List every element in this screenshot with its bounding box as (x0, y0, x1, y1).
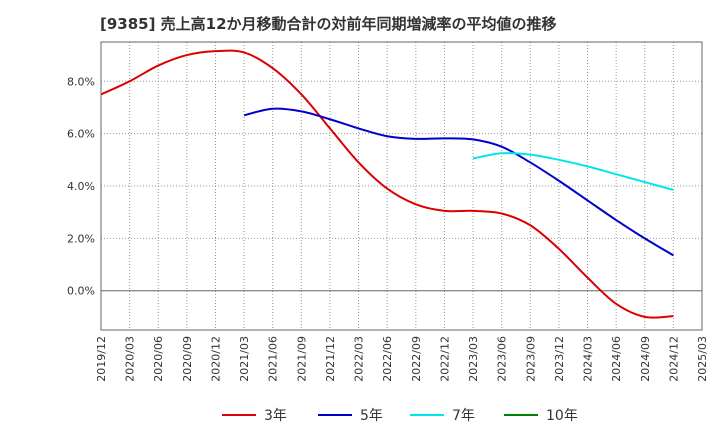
x-tick-label: 2022/12 (438, 336, 451, 382)
x-tick-label: 2022/06 (381, 336, 394, 382)
legend-label: 3年 (264, 408, 287, 424)
x-tick-label: 2023/09 (524, 336, 537, 382)
legend-label: 7年 (452, 408, 475, 424)
x-tick-label: 2022/03 (353, 336, 366, 382)
x-tick-label: 2019/12 (95, 336, 108, 382)
legend-label: 10年 (546, 408, 578, 424)
x-tick-label: 2024/03 (582, 336, 595, 382)
plot-frame (100, 41, 703, 331)
y-tick-label: 8.0% (67, 75, 95, 88)
x-tick-label: 2024/06 (610, 336, 623, 382)
x-tick-label: 2022/09 (410, 336, 423, 382)
x-tick-label: 2023/06 (496, 336, 509, 382)
x-tick-label: 2020/12 (209, 336, 222, 382)
x-tick-label: 2025/03 (696, 336, 709, 382)
series-line-1 (243, 107, 674, 257)
legend-label: 5年 (360, 408, 383, 424)
y-tick-label: 6.0% (67, 128, 95, 141)
legend-item: 7年 (410, 404, 475, 426)
legend-swatch (318, 414, 352, 416)
y-tick-label: 0.0% (67, 285, 95, 298)
legend-item: 5年 (318, 404, 383, 426)
y-tick-label: 4.0% (67, 180, 95, 193)
legend: 3年 5年 7年 10年 (0, 404, 720, 428)
x-tick-label: 2020/06 (152, 336, 165, 382)
x-tick-label: 2020/09 (181, 336, 194, 382)
axes: 0.0% 2.0% 4.0% 6.0% 8.0% 2019/12 2020/03 2020/0… (67, 41, 709, 382)
chart-title: [9385] 売上高12か月移動合計の対前年同期増減率の平均値の推移 (100, 15, 557, 33)
x-tick-label: 2021/09 (295, 336, 308, 382)
series-line-0 (100, 49, 674, 319)
legend-swatch (222, 414, 256, 416)
x-tick-label: 2021/06 (267, 336, 280, 382)
x-tick-label: 2020/03 (124, 336, 137, 382)
legend-item: 3年 (222, 404, 287, 426)
series-line-2 (472, 152, 674, 191)
x-tick-label: 2024/12 (667, 336, 680, 382)
x-tick-label: 2021/12 (324, 336, 337, 382)
x-tick-label: 2024/09 (639, 336, 652, 382)
legend-swatch (410, 414, 444, 416)
legend-item: 10年 (504, 404, 578, 426)
legend-swatch (504, 414, 538, 416)
y-tick-label: 2.0% (67, 232, 95, 245)
series-lines (100, 49, 674, 319)
x-tick-label: 2021/03 (238, 336, 251, 382)
x-tick-label: 2023/03 (467, 336, 480, 382)
x-tick-label: 2023/12 (553, 336, 566, 382)
grid (101, 42, 702, 330)
